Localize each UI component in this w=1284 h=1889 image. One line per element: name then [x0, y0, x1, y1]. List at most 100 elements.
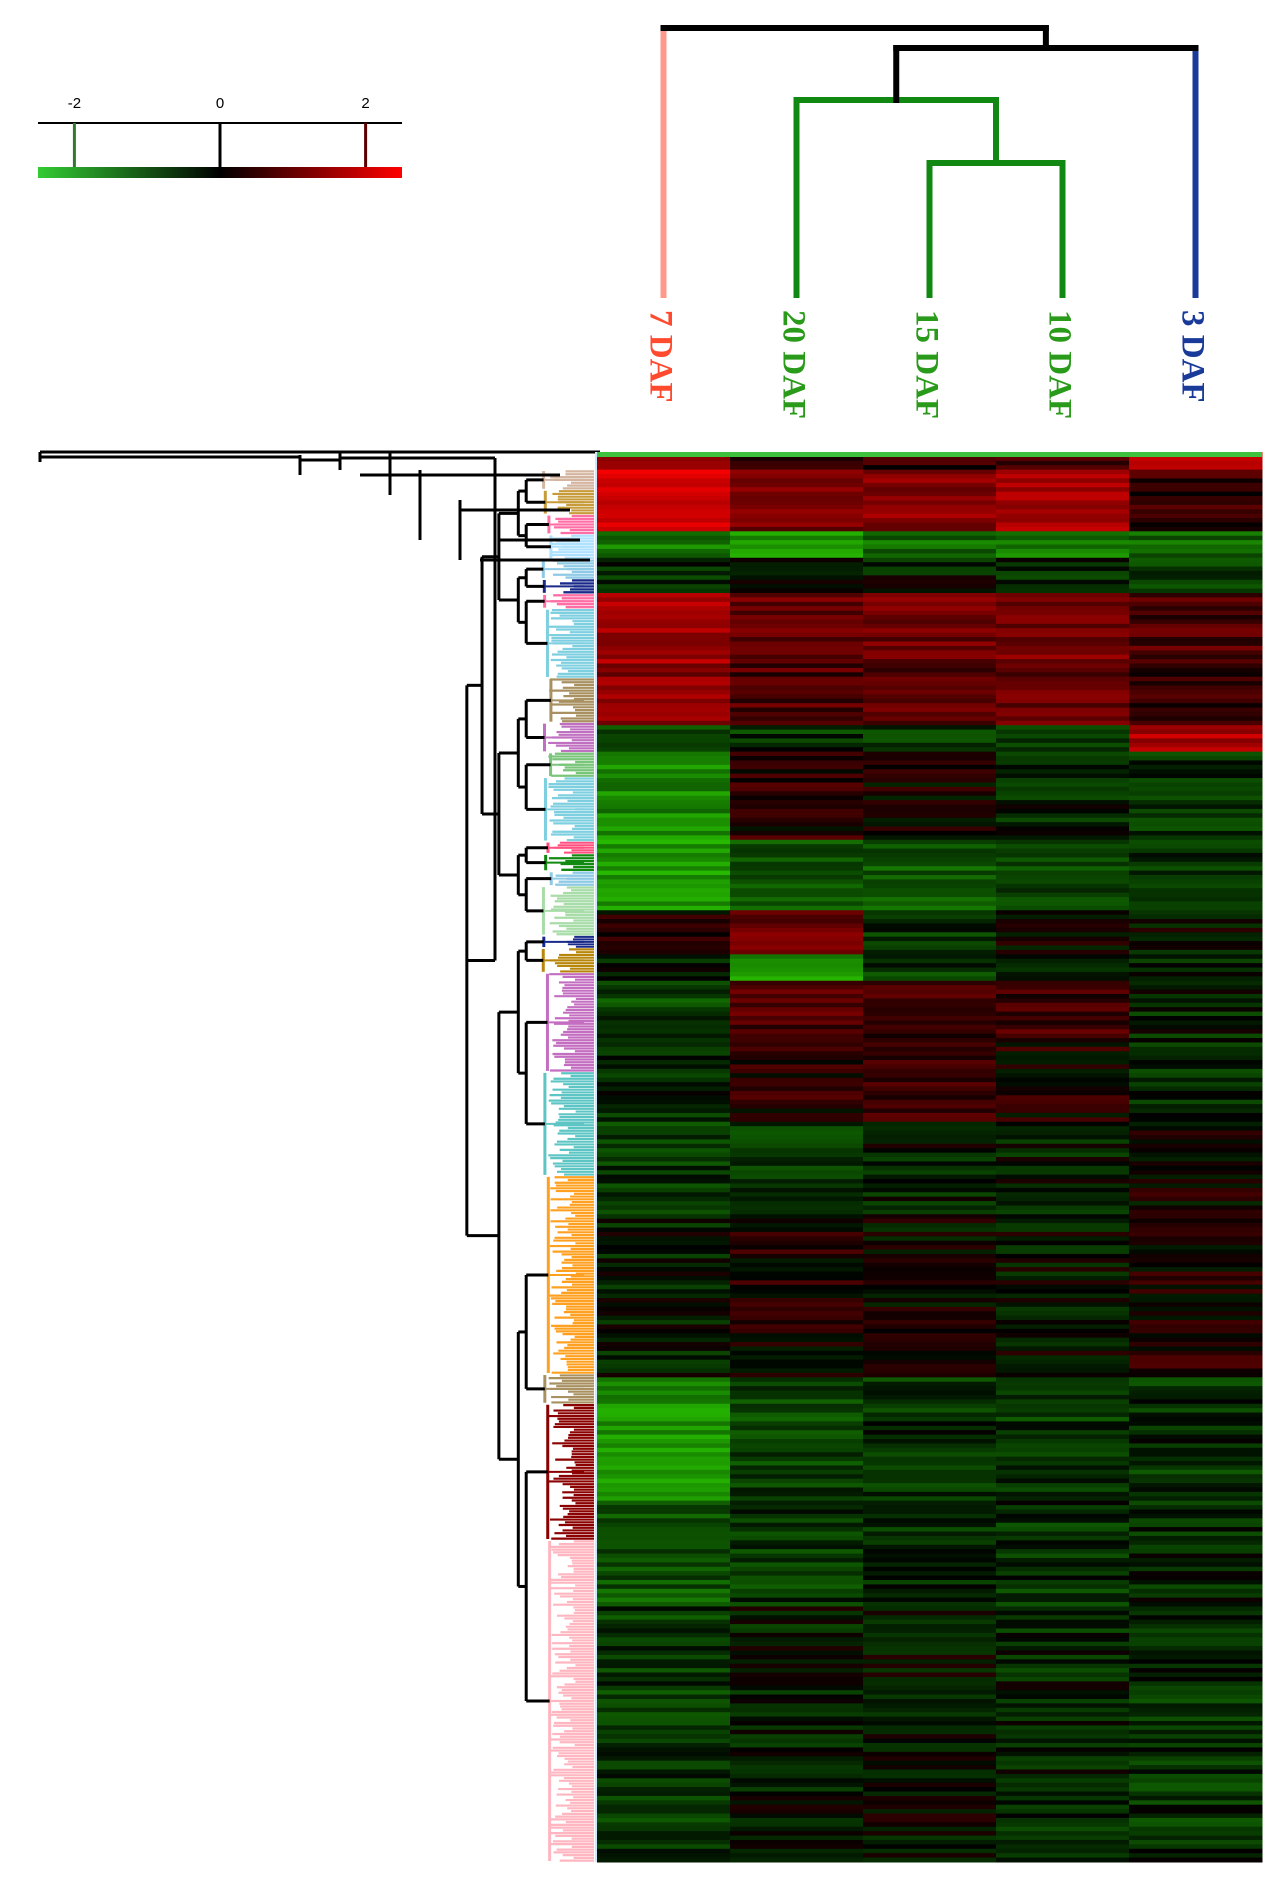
- heatmap-cell: [597, 1333, 731, 1339]
- heatmap-cell: [597, 601, 731, 607]
- heatmap-cell: [863, 1024, 997, 1030]
- heatmap-cell: [863, 1121, 997, 1127]
- heatmap-cell: [863, 1320, 997, 1325]
- heatmap-cell: [1129, 689, 1263, 695]
- heatmap-cell: [597, 1848, 731, 1854]
- heatmap-cell: [996, 575, 1130, 581]
- heatmap-cell: [1129, 1465, 1263, 1471]
- heatmap-cell: [597, 1588, 731, 1594]
- heatmap-cell: [863, 967, 997, 973]
- heatmap-cell: [730, 610, 864, 616]
- heatmap-cell: [1129, 1223, 1263, 1228]
- heatmap-cell: [730, 1342, 864, 1347]
- heatmap-cell: [597, 716, 731, 722]
- heatmap-cell: [863, 1275, 997, 1281]
- heatmap-cell: [730, 892, 864, 898]
- heatmap-cell: [996, 870, 1130, 876]
- heatmap-cell: [863, 1293, 997, 1299]
- heatmap-cell: [1129, 1134, 1263, 1140]
- heatmap-cell: [730, 1196, 864, 1202]
- heatmap-cell: [597, 1685, 731, 1691]
- heatmap-cell: [996, 681, 1130, 687]
- heatmap-cell: [1129, 804, 1263, 810]
- heatmap-cell: [996, 1051, 1130, 1057]
- heatmap-cell: [597, 848, 731, 854]
- heatmap-cell: [863, 1157, 997, 1162]
- heatmap-cell: [996, 1205, 1130, 1211]
- heatmap-cell: [597, 1496, 731, 1502]
- heatmap-cell: [996, 1324, 1130, 1330]
- heatmap-cell: [1129, 474, 1263, 479]
- heatmap-cell: [863, 1571, 997, 1577]
- heatmap-cell: [996, 1253, 1130, 1259]
- heatmap-cell: [996, 1672, 1130, 1678]
- heatmap-cell: [597, 817, 731, 823]
- heatmap-cell: [863, 852, 997, 858]
- heatmap-cell: [996, 976, 1130, 982]
- heatmap-cell: [863, 474, 997, 479]
- heatmap-cell: [597, 584, 731, 590]
- heatmap-cell: [730, 491, 864, 497]
- heatmap-cell: [597, 1104, 731, 1110]
- heatmap-cell: [730, 1364, 864, 1369]
- heatmap-cell: [597, 1721, 731, 1726]
- heatmap-cell: [1129, 588, 1263, 594]
- heatmap-cell: [597, 1372, 731, 1378]
- heatmap-cell: [1129, 791, 1263, 797]
- heatmap-cell: [863, 923, 997, 929]
- heatmap-cell: [863, 1703, 997, 1709]
- heatmap-cell: [597, 1289, 731, 1295]
- heatmap-cell: [730, 830, 864, 836]
- heatmap-cell: [863, 963, 997, 969]
- heatmap-cell: [996, 1174, 1130, 1180]
- heatmap-cell: [996, 703, 1130, 709]
- heatmap-cell: [597, 632, 731, 638]
- heatmap-cell: [1129, 1698, 1263, 1704]
- heatmap-cell: [597, 1280, 731, 1286]
- heatmap-cell: [1129, 1403, 1263, 1409]
- heatmap-cell: [1129, 993, 1263, 999]
- heatmap-cell: [1129, 698, 1263, 704]
- heatmap-cell: [996, 1562, 1130, 1568]
- heatmap-cell: [863, 1179, 997, 1184]
- heatmap-cell: [730, 1831, 864, 1837]
- heatmap-cell: [730, 949, 864, 955]
- heatmap-cell: [597, 1099, 731, 1105]
- heatmap-cell: [597, 989, 731, 995]
- heatmap-cell: [863, 685, 997, 691]
- heatmap-cell: [597, 623, 731, 629]
- heatmap-cell: [1129, 681, 1263, 687]
- heatmap-cell: [597, 1328, 731, 1334]
- heatmap-cell: [863, 469, 997, 475]
- heatmap-cell: [1129, 522, 1263, 528]
- heatmap-cell: [597, 1857, 731, 1863]
- heatmap-cell: [996, 1804, 1130, 1810]
- heatmap-cell: [863, 707, 997, 713]
- heatmap-cell: [1129, 711, 1263, 717]
- heatmap-cell: [863, 910, 997, 916]
- heatmap-cell: [597, 1223, 731, 1228]
- heatmap-cell: [597, 1179, 731, 1184]
- heatmap-cell: [996, 460, 1130, 466]
- heatmap-cell: [730, 1240, 864, 1246]
- heatmap-cell: [996, 813, 1130, 819]
- heatmap-cell: [730, 1773, 864, 1779]
- heatmap-cell: [996, 1756, 1130, 1762]
- heatmap-cell: [996, 1368, 1130, 1374]
- heatmap-cell: [730, 1372, 864, 1378]
- heatmap-cell: [730, 1403, 864, 1409]
- heatmap-cell: [730, 1509, 864, 1515]
- heatmap-cell: [863, 1403, 997, 1409]
- heatmap-cell: [730, 1483, 864, 1488]
- heatmap-cell: [863, 976, 997, 982]
- heatmap-cell: [730, 1117, 864, 1123]
- heatmap-cell: [863, 1390, 997, 1396]
- heatmap-cell: [996, 615, 1130, 620]
- heatmap-cell: [863, 1029, 997, 1035]
- heatmap-cell: [863, 742, 997, 748]
- heatmap-cell: [597, 1412, 731, 1418]
- heatmap-cell: [863, 465, 997, 471]
- heatmap-cell: [996, 1390, 1130, 1396]
- heatmap-cell: [730, 1588, 864, 1594]
- heatmap-cell: [863, 985, 997, 991]
